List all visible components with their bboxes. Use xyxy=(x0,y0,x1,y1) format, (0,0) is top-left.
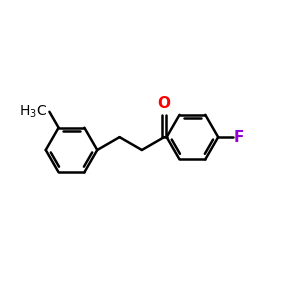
Text: O: O xyxy=(158,96,171,111)
Text: F: F xyxy=(234,130,244,145)
Text: H$_3$C: H$_3$C xyxy=(19,103,47,120)
